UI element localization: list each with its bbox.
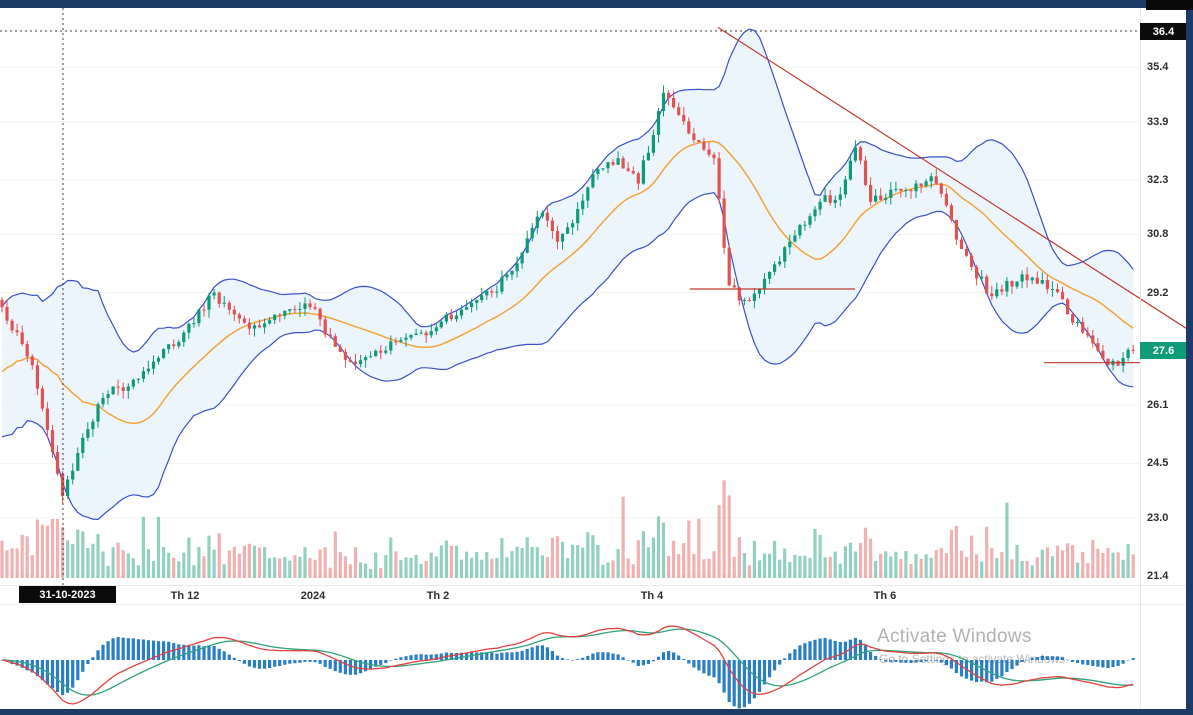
crosshair bbox=[0, 8, 1140, 586]
macd-line bbox=[1, 625, 1134, 705]
macd-signal-line bbox=[1, 628, 1134, 696]
price-tick-label: 26.1 bbox=[1147, 399, 1169, 412]
descending-trendline bbox=[717, 26, 1191, 332]
watermark-line1: Activate Windows bbox=[877, 626, 1032, 647]
last-price-badge: 27.6 bbox=[1140, 342, 1187, 359]
price-tick-label: 21.4 bbox=[1147, 569, 1169, 582]
volume-layer bbox=[0, 480, 1135, 578]
crosshair-date-badge: 31-10-2023 bbox=[19, 586, 116, 603]
axis-corner-box[interactable] bbox=[1146, 0, 1193, 10]
window-frame-bottom bbox=[0, 709, 1193, 715]
drawing-tools-layer[interactable] bbox=[690, 26, 1191, 364]
price-tick-label: 35.4 bbox=[1147, 61, 1169, 74]
time-tick-label: 2024 bbox=[300, 590, 326, 602]
candles-layer bbox=[0, 85, 1135, 503]
window-frame-top bbox=[0, 0, 1193, 8]
time-tick-label: Th 12 bbox=[170, 590, 200, 602]
price-tick-label: 24.5 bbox=[1147, 457, 1169, 470]
price-axis[interactable]: 35.4 33.9 32.3 30.8 29.2 27.6 26.1 24.5 23.0 21.4 bbox=[1140, 8, 1186, 608]
macd-panel[interactable] bbox=[0, 625, 1135, 709]
window-frame-right bbox=[1186, 0, 1193, 715]
price-tick-label: 30.8 bbox=[1147, 228, 1169, 241]
price-tick-label: 32.3 bbox=[1147, 173, 1169, 186]
grid-lines bbox=[0, 66, 1140, 577]
watermark-line2: Go to Settings to activate Windows. bbox=[879, 652, 1069, 666]
time-tick-label: Th 2 bbox=[426, 590, 450, 602]
bollinger-bands-layer bbox=[1, 28, 1134, 521]
price-tick-label: 29.2 bbox=[1147, 286, 1169, 299]
time-tick-label: Th 6 bbox=[873, 590, 897, 602]
time-axis[interactable]: Th 12 2024 Th 2 Th 4 Th 6 bbox=[0, 588, 1140, 604]
time-tick-label: Th 4 bbox=[640, 590, 664, 602]
activate-windows-watermark: Activate Windows Go to Settings to activ… bbox=[877, 626, 1068, 666]
crosshair-price-badge: 36.4 bbox=[1140, 23, 1187, 40]
price-tick-label: 33.9 bbox=[1147, 115, 1169, 128]
price-tick-label: 23.0 bbox=[1147, 511, 1169, 524]
